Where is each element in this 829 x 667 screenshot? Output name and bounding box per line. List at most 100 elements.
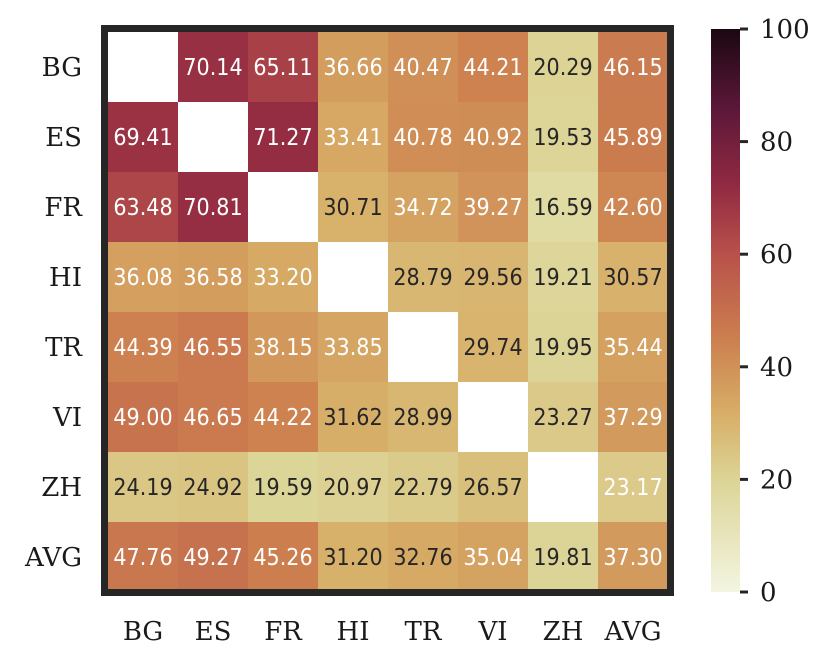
cell-value-label: 33.20 xyxy=(253,265,312,291)
cell-value-label: 22.79 xyxy=(393,475,452,501)
colorbar-tick-label: 100 xyxy=(760,15,810,45)
heatmap-cell-bg-vi xyxy=(458,32,529,103)
heatmap-cell-es-fr xyxy=(248,102,319,173)
column-label-es: ES xyxy=(195,617,232,647)
heatmap-cell-zh-fr xyxy=(248,452,319,523)
heatmap-cell-zh-es xyxy=(178,452,249,523)
heatmap-cell-zh-tr xyxy=(388,452,459,523)
cell-value-label: 44.21 xyxy=(463,55,522,81)
heatmap-cell-es-avg xyxy=(598,102,669,173)
cell-value-label: 35.04 xyxy=(463,545,522,571)
colorbar-tick-label: 20 xyxy=(760,465,793,495)
heatmap-cell-zh-avg xyxy=(598,452,669,523)
colorbar-tick-label: 60 xyxy=(760,240,793,270)
heatmap-cell-hi-vi xyxy=(458,242,529,313)
heatmap-cell-bg-tr xyxy=(388,32,459,103)
row-label-avg: AVG xyxy=(24,543,82,573)
cell-value-label: 33.85 xyxy=(323,335,382,361)
cell-value-label: 31.20 xyxy=(323,545,382,571)
heatmap-cell-hi-avg xyxy=(598,242,669,313)
heatmap-cell-bg-bg xyxy=(108,32,179,103)
colorbar-ticks: 0 20 40 60 80 100 xyxy=(740,15,810,608)
cell-value-label: 20.29 xyxy=(533,55,592,81)
column-label-hi: HI xyxy=(337,617,370,647)
heatmap-cell-vi-tr xyxy=(388,382,459,453)
heatmap-cell-bg-fr xyxy=(248,32,319,103)
heatmap-cell-vi-vi xyxy=(458,382,529,453)
cell-value-label: 44.39 xyxy=(113,335,172,361)
heatmap-cell-es-vi xyxy=(458,102,529,173)
heatmap-cell-avg-fr xyxy=(248,522,319,593)
cell-value-label: 19.59 xyxy=(253,475,312,501)
cell-value-label: 29.56 xyxy=(463,265,522,291)
heatmap-cell-bg-hi xyxy=(318,32,389,103)
heatmap-cell-avg-vi xyxy=(458,522,529,593)
cell-value-label: 32.76 xyxy=(393,545,452,571)
heatmap-cell-hi-zh xyxy=(528,242,599,313)
cell-value-label: 46.15 xyxy=(603,55,662,81)
heatmap-cell-vi-fr xyxy=(248,382,319,453)
colorbar-tick-label: 80 xyxy=(760,128,793,158)
cell-value-label: 70.14 xyxy=(183,55,242,81)
cell-value-label: 23.17 xyxy=(603,475,662,501)
cell-value-label: 38.15 xyxy=(253,335,312,361)
heatmap-cell-avg-hi xyxy=(318,522,389,593)
heatmap-cell-avg-zh xyxy=(528,522,599,593)
cell-value-label: 42.60 xyxy=(603,195,662,221)
heatmap-cell-zh-hi xyxy=(318,452,389,523)
heatmap-cell-tr-tr xyxy=(388,312,459,383)
cell-value-label: 36.66 xyxy=(323,55,382,81)
heatmap-cell-vi-zh xyxy=(528,382,599,453)
cell-value-label: 19.53 xyxy=(533,125,592,151)
heatmap-cell-vi-avg xyxy=(598,382,669,453)
cell-value-label: 35.44 xyxy=(603,335,662,361)
column-label-vi: VI xyxy=(477,617,507,647)
cell-value-label: 70.81 xyxy=(183,195,242,221)
cell-value-label: 46.55 xyxy=(183,335,242,361)
heatmap-cell-es-tr xyxy=(388,102,459,173)
heatmap-cell-avg-es xyxy=(178,522,249,593)
heatmap-cell-bg-avg xyxy=(598,32,669,103)
cell-value-label: 33.41 xyxy=(323,125,382,151)
cell-value-label: 20.97 xyxy=(323,475,382,501)
heatmap-cell-es-es xyxy=(178,102,249,173)
cell-value-label: 36.58 xyxy=(183,265,242,291)
heatmap-cell-fr-tr xyxy=(388,172,459,243)
heatmap-cell-zh-zh xyxy=(528,452,599,523)
heatmap-cell-avg-avg xyxy=(598,522,669,593)
cell-value-label: 34.72 xyxy=(393,195,452,221)
row-label-tr: TR xyxy=(45,333,83,363)
heatmap-cell-fr-es xyxy=(178,172,249,243)
cell-value-label: 45.26 xyxy=(253,545,312,571)
cell-value-label: 40.92 xyxy=(463,125,522,151)
cell-value-label: 36.08 xyxy=(113,265,172,291)
cell-value-label: 28.79 xyxy=(393,265,452,291)
cell-value-label: 65.11 xyxy=(253,55,312,81)
row-label-es: ES xyxy=(45,123,82,153)
cell-value-label: 49.27 xyxy=(183,545,242,571)
cell-value-label: 37.30 xyxy=(603,545,662,571)
heatmap-cell-es-zh xyxy=(528,102,599,173)
cell-value-label: 40.78 xyxy=(393,125,452,151)
cell-value-label: 19.21 xyxy=(533,265,592,291)
cell-value-label: 46.65 xyxy=(183,405,242,431)
heatmap-cell-es-bg xyxy=(108,102,179,173)
row-label-vi: VI xyxy=(52,403,82,433)
row-label-hi: HI xyxy=(49,263,82,293)
heatmap-cell-bg-zh xyxy=(528,32,599,103)
heatmap-cell-avg-tr xyxy=(388,522,459,593)
cell-value-label: 37.29 xyxy=(603,405,662,431)
column-label-tr: TR xyxy=(405,617,443,647)
heatmap-cell-fr-avg xyxy=(598,172,669,243)
heatmap-cell-tr-es xyxy=(178,312,249,383)
heatmap-cell-tr-fr xyxy=(248,312,319,383)
heatmap-cell-tr-avg xyxy=(598,312,669,383)
row-label-fr: FR xyxy=(44,193,83,223)
heatmap-cell-bg-es xyxy=(178,32,249,103)
heatmap-cell-hi-bg xyxy=(108,242,179,313)
column-label-avg: AVG xyxy=(603,617,661,647)
heatmap-cell-hi-es xyxy=(178,242,249,313)
heatmap-cell-tr-bg xyxy=(108,312,179,383)
cell-value-label: 24.19 xyxy=(113,475,172,501)
